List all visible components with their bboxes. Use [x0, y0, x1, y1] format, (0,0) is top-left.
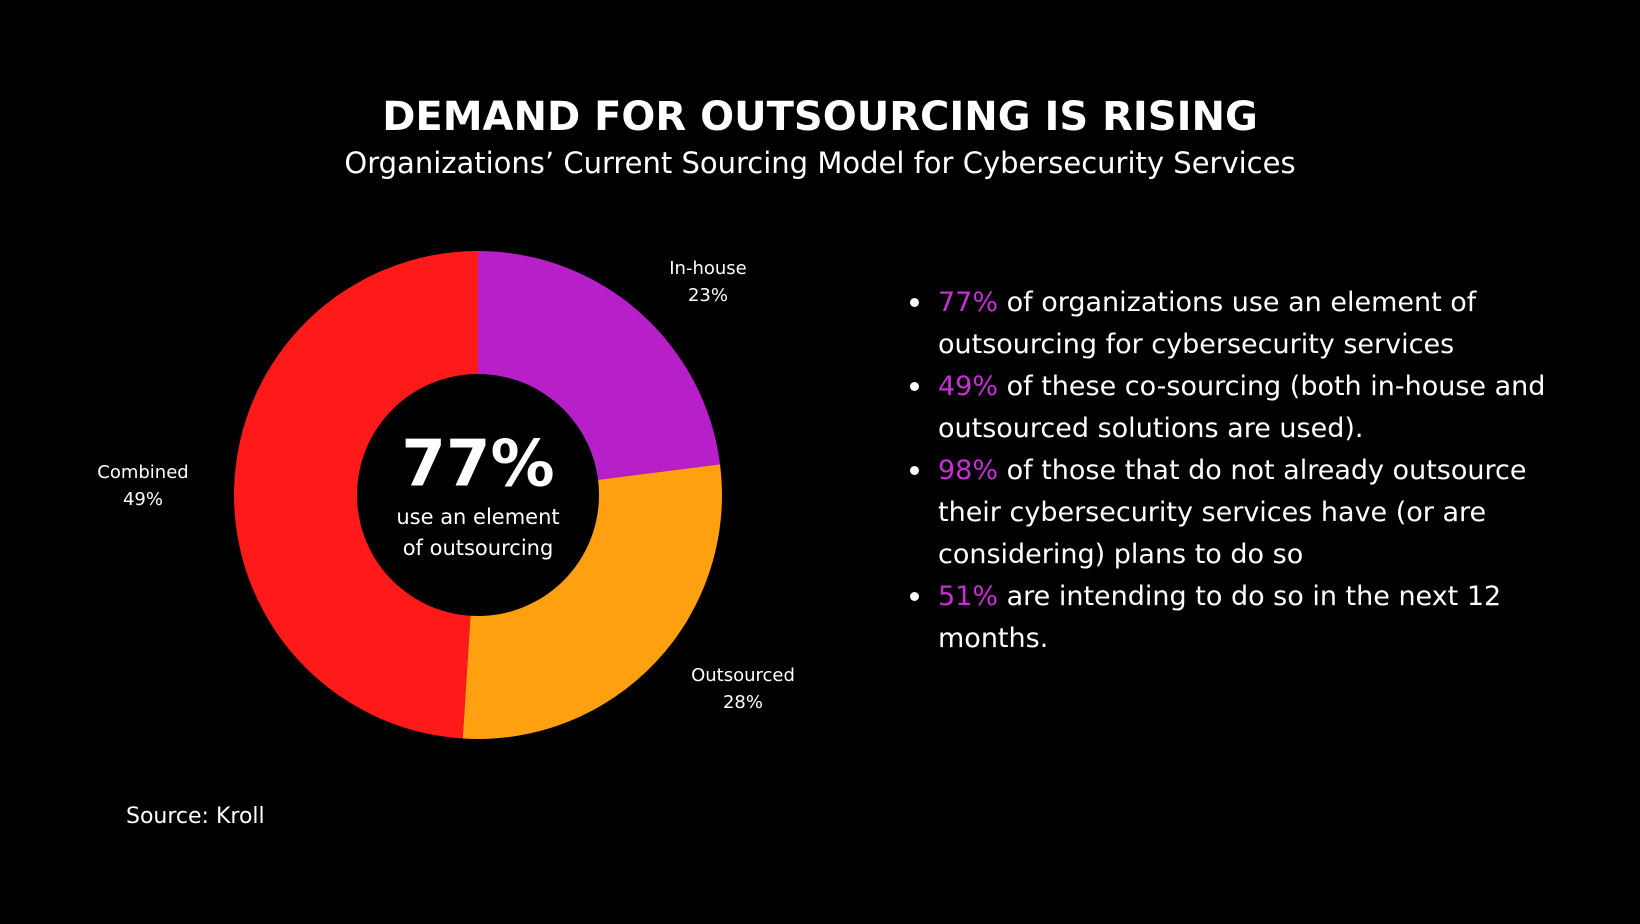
- bullet-highlight: 51%: [938, 581, 999, 612]
- segment-label: Outsourced: [691, 665, 795, 686]
- segment-value-label: 23%: [688, 285, 728, 306]
- bullet: 98% of those that do not already outsour…: [910, 450, 1558, 576]
- chart-subtitle: Organizations’ Current Sourcing Model fo…: [344, 146, 1295, 180]
- bullet-highlight: 49%: [938, 371, 999, 402]
- center-value: 77%: [401, 428, 554, 502]
- segment-label: In-house: [669, 258, 747, 279]
- bullet-list: 77% of organizations use an element of o…: [908, 282, 1558, 660]
- center-label: use an element: [396, 505, 559, 529]
- bullet-text: of these co-sourcing (both in-house and …: [938, 371, 1546, 444]
- bullet: 77% of organizations use an element of o…: [910, 282, 1558, 366]
- donut-segment: [462, 464, 723, 739]
- bullet-text: of organizations use an element of outso…: [938, 287, 1477, 360]
- source: Source: Kroll: [126, 804, 265, 829]
- donut-segment: [478, 251, 721, 480]
- chart-title: DEMAND FOR OUTSOURCING IS RISING: [382, 94, 1258, 140]
- bullet-highlight: 77%: [938, 287, 999, 318]
- bullet-highlight: 98%: [938, 455, 999, 486]
- bullet-text: of those that do not already outsource t…: [938, 455, 1527, 570]
- donut: [234, 251, 723, 739]
- segment-label: Combined: [97, 462, 188, 483]
- center-label: of outsourcing: [403, 536, 554, 560]
- segment-value-label: 49%: [123, 489, 163, 510]
- bullet: 51% are intending to do so in the next 1…: [910, 576, 1558, 660]
- bullet-text: are intending to do so in the next 12 mo…: [938, 581, 1502, 654]
- donut-segment: [234, 251, 478, 739]
- bullet: 49% of these co-sourcing (both in-house …: [910, 366, 1558, 450]
- segment-value-label: 28%: [723, 692, 763, 713]
